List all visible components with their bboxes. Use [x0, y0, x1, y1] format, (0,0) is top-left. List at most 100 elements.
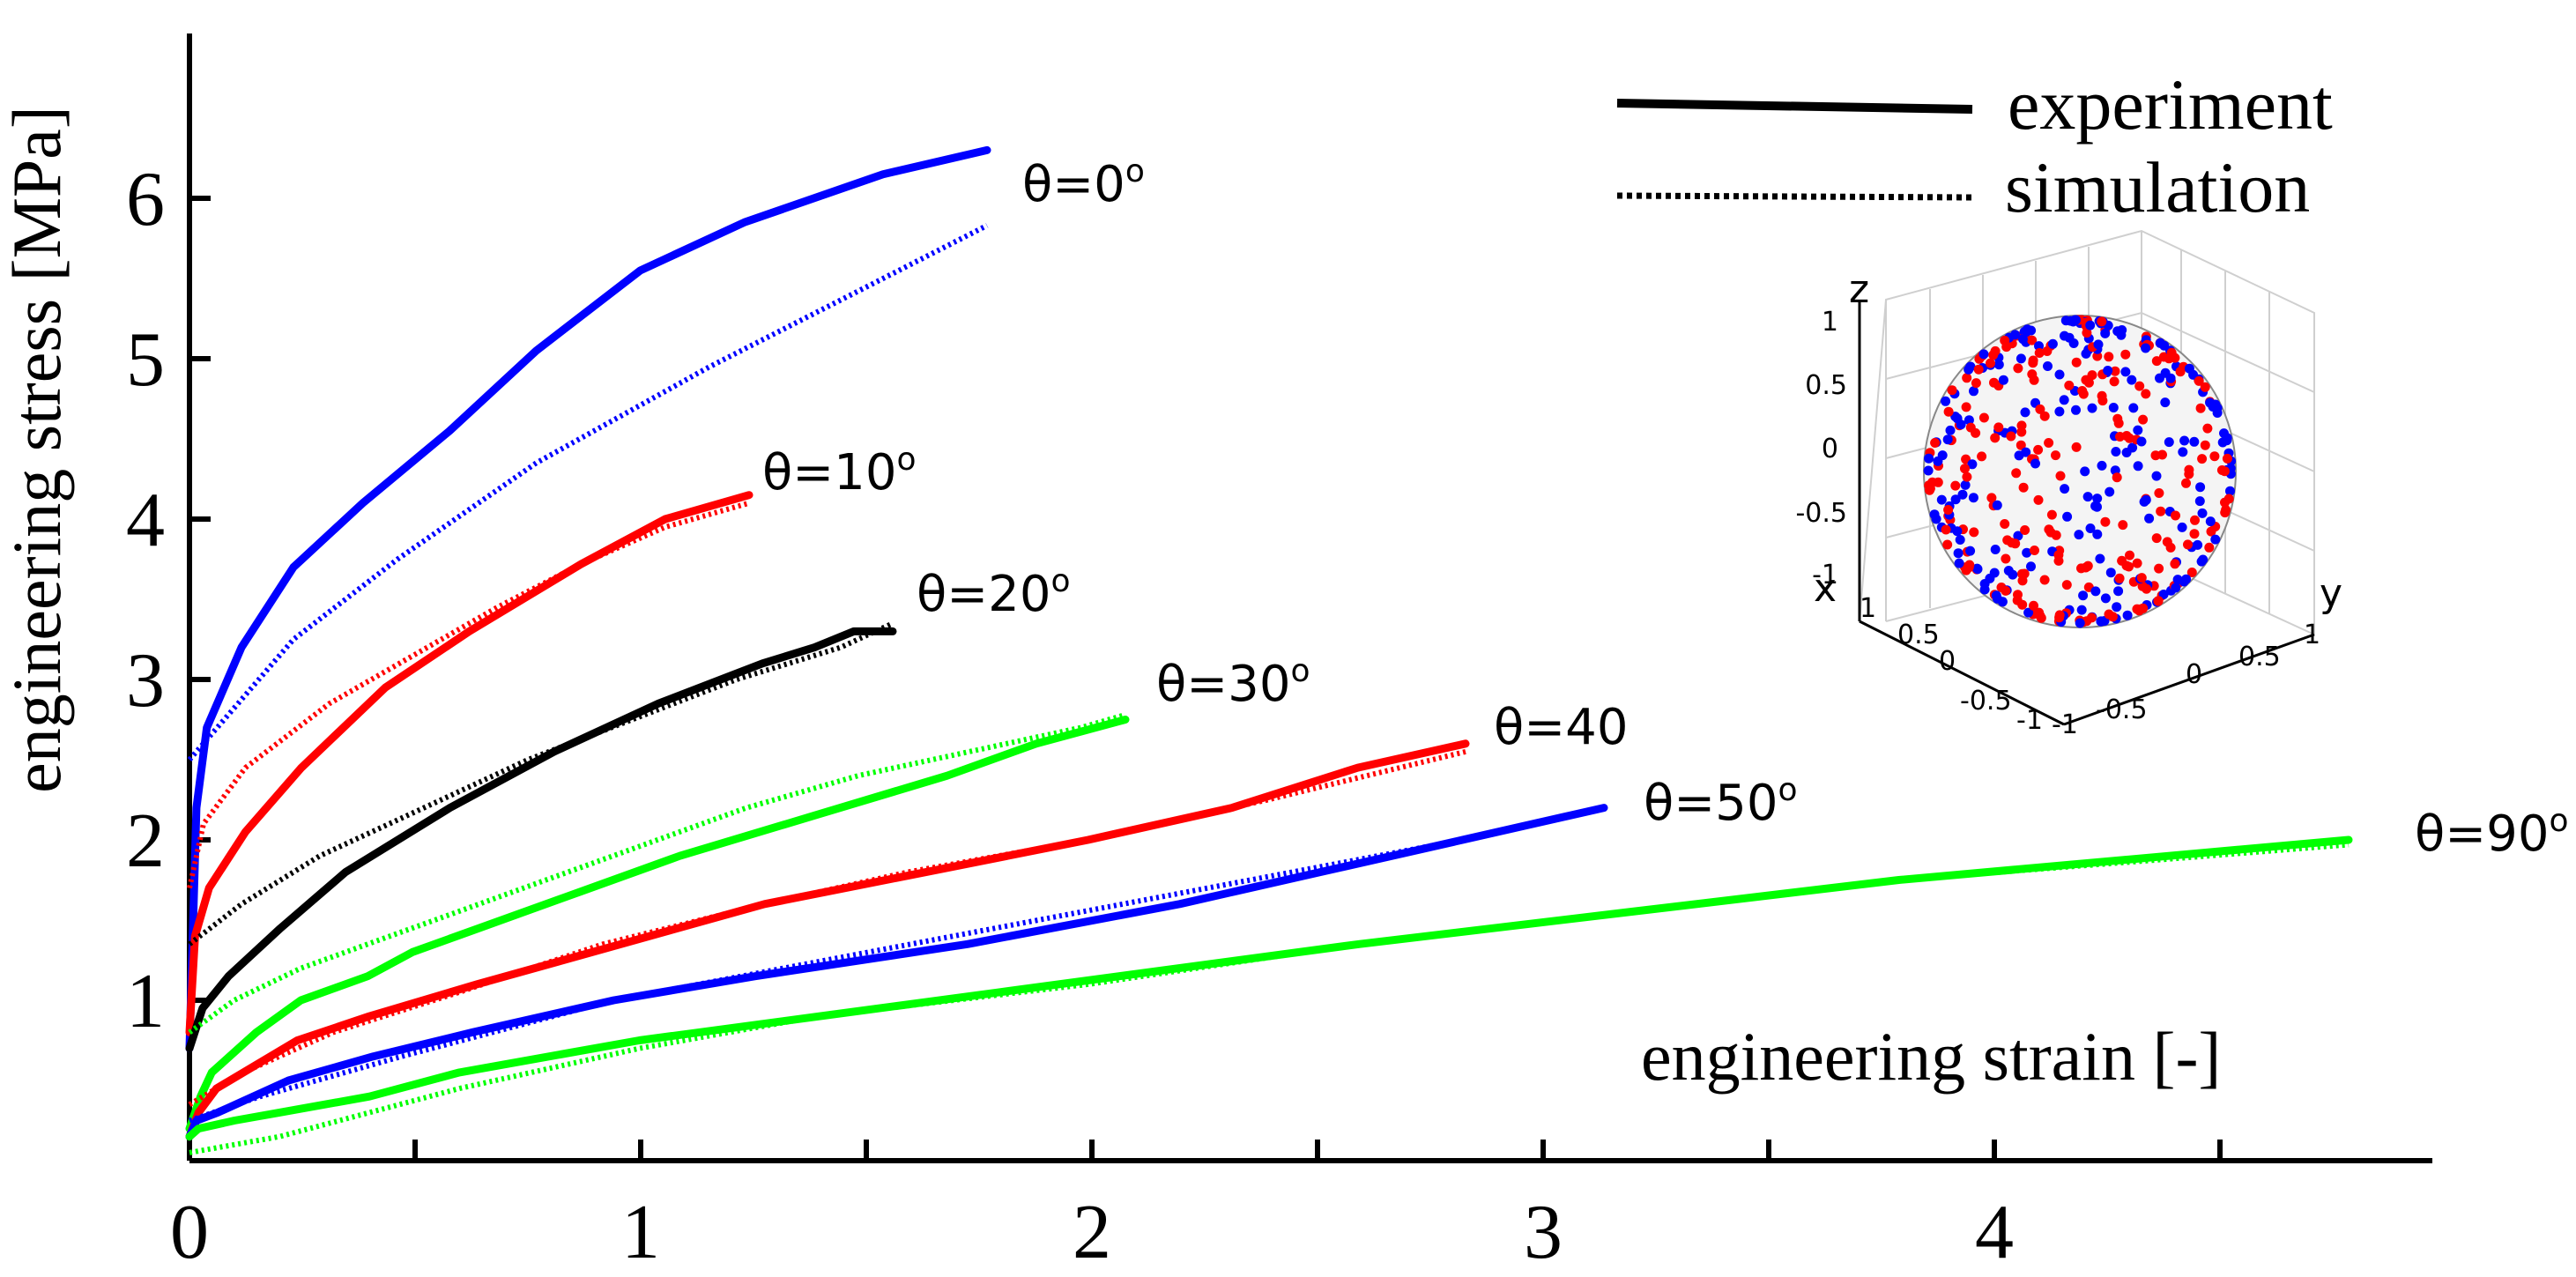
simulation-line-90: [189, 842, 2350, 1155]
sphere-point: [2122, 610, 2133, 620]
sphere-point: [1954, 558, 1964, 568]
sphere-point: [1986, 493, 1997, 503]
sphere-point: [1955, 535, 1965, 545]
sphere-point: [1989, 568, 2000, 578]
sphere-point: [1964, 560, 1975, 570]
sphere-point: [1997, 597, 2008, 607]
sphere-point: [1952, 413, 1963, 424]
sphere-point: [2184, 363, 2194, 374]
sphere-point: [2039, 575, 2050, 585]
y-axis-label: engineering stress [MPa]: [0, 106, 75, 793]
sphere-point: [1991, 590, 2001, 601]
sphere-point: [2160, 397, 2171, 408]
sphere-point: [2154, 488, 2164, 498]
sphere-point: [1953, 548, 1964, 559]
sphere-point: [2198, 554, 2209, 565]
inset-x-tick: 0.5: [1897, 620, 1940, 650]
sphere-point: [2100, 593, 2111, 604]
y-tick-label: 4: [126, 478, 165, 563]
sphere-point: [1930, 438, 1941, 448]
sphere-point: [2114, 573, 2125, 583]
sphere-point: [2136, 436, 2147, 447]
sphere-point: [1969, 386, 1978, 397]
sphere-point: [2210, 534, 2221, 545]
sphere-point: [2027, 369, 2038, 380]
sphere-point: [2051, 530, 2061, 540]
sphere-point: [2053, 550, 2064, 561]
sphere-point: [2064, 380, 2075, 390]
sphere-point: [2138, 414, 2149, 425]
sphere-point: [2016, 353, 2026, 364]
sphere-point: [2001, 585, 2011, 596]
degree-mark: o: [1125, 153, 1145, 189]
sphere-point: [2195, 403, 2206, 413]
inset-y-tick: 0: [2186, 659, 2202, 690]
sphere-point: [2179, 435, 2190, 446]
orientation-sphere-inset: z x y 1 0.5 0 -0.5 -1 1 0.5 0 -0.5 -1 -1…: [1795, 229, 2342, 740]
sphere-point: [2020, 525, 2030, 535]
sphere-point: [1933, 456, 1943, 466]
series-label-40: θ=40: [1494, 699, 1628, 756]
experiment-line-50: [185, 804, 1608, 1141]
sphere-point: [2020, 407, 2030, 418]
inset-x-tick: 0: [1939, 646, 1956, 677]
inset-z-tick: 1: [1822, 307, 1838, 338]
sphere-point: [2092, 501, 2102, 512]
sphere-point: [1969, 527, 1979, 538]
sphere-point: [1971, 378, 1981, 389]
sphere-point: [2018, 334, 2028, 345]
sphere-point: [1978, 349, 1989, 360]
legend-simulation-swatch: [1616, 192, 1973, 201]
sphere-point: [2068, 338, 2079, 348]
sphere-point: [2104, 352, 2114, 362]
sphere-point: [2033, 494, 2044, 505]
degree-mark: o: [1778, 772, 1797, 808]
sphere-point: [2183, 539, 2193, 550]
sphere-point: [2178, 447, 2188, 457]
sphere-point: [2051, 450, 2060, 461]
sphere-point: [2133, 461, 2143, 471]
y-tick-label: 5: [126, 317, 165, 403]
sphere-point: [1942, 434, 1953, 445]
sphere-point: [2059, 395, 2069, 405]
sphere-point: [2112, 472, 2122, 483]
degree-mark: o: [896, 442, 916, 478]
sphere-point: [2186, 568, 2197, 577]
sphere-point: [1988, 350, 1999, 360]
y-tick-label: 6: [126, 157, 165, 242]
sphere-point: [2078, 590, 2089, 601]
simulation-line-10: [187, 500, 750, 889]
inset-x-tick: 1: [1860, 593, 1876, 624]
sphere-point: [1941, 396, 1951, 406]
series-label-20: θ=20o: [917, 563, 1070, 623]
sphere-point: [2108, 403, 2119, 412]
sphere-point: [2074, 530, 2084, 540]
sphere-point: [2109, 376, 2119, 387]
sphere-point: [2189, 436, 2200, 447]
inset-x-tick: -0.5: [1960, 686, 2012, 716]
axes: 0 1 2 3 4 1 2 3 4 5 6: [126, 33, 2432, 1275]
sphere-point: [1943, 505, 1954, 515]
sphere-point: [2133, 425, 2143, 435]
legend: experiment simulation: [1616, 64, 2333, 227]
sphere-point: [2071, 442, 2082, 452]
x-tick-label: 3: [1524, 1190, 1563, 1275]
sphere-point: [2071, 357, 2082, 368]
sphere-point: [2164, 437, 2174, 448]
sphere-point: [2044, 438, 2054, 448]
x-tick-label: 4: [1975, 1190, 2014, 1275]
sphere-point: [2030, 546, 2039, 555]
sphere-point: [2060, 484, 2070, 494]
inset-z-tick: -1: [1812, 560, 1838, 590]
experiment-line-10: [185, 491, 753, 1036]
sphere-point: [2000, 335, 2010, 345]
sphere-point: [1993, 360, 2004, 370]
sphere-point: [2170, 559, 2180, 569]
sphere-point: [2166, 347, 2177, 358]
sphere-point: [2097, 390, 2107, 401]
legend-experiment-swatch: [1616, 99, 1973, 114]
sphere-point: [2034, 607, 2045, 618]
sphere-point: [2100, 516, 2111, 527]
sphere-point: [1990, 433, 2001, 443]
sphere-points: [1923, 315, 2237, 628]
